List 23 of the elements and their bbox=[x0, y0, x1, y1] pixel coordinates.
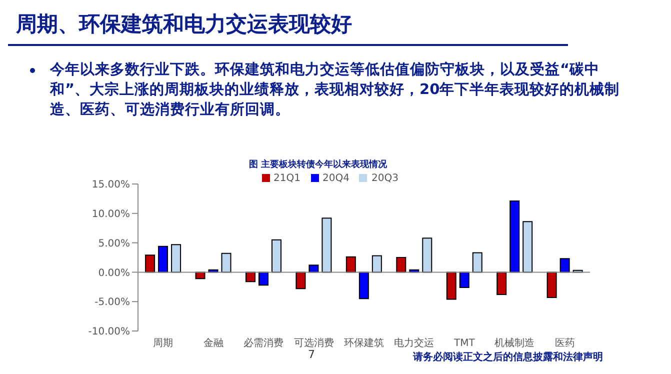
x-tick-label: 环保建筑 bbox=[344, 337, 384, 350]
x-tick-label: TMT bbox=[453, 338, 476, 350]
chart-title: 周期、环保建筑和电力交运表现较好 bbox=[16, 11, 352, 38]
x-tick-label: 金融 bbox=[203, 337, 224, 350]
y-tick-label: 5.00% bbox=[98, 238, 130, 250]
y-tick-label: 0.00% bbox=[98, 268, 130, 279]
y-tick-label: -10.00% bbox=[88, 326, 130, 338]
legend-label: 20Q4 bbox=[322, 173, 350, 184]
x-tick-label: 可选消费 bbox=[294, 337, 334, 350]
y-tick-label: 10.00% bbox=[92, 208, 130, 220]
text: 今年以来多数行业下跌。环保建筑和电力交运等低估值偏防守板块，以及受益“碳中和”、大宗上涨的周期板块的业绩释放，表现相对较好，20年下半年表现较好的机械制造、医药、可选消费行业有所回调。 bbox=[50, 60, 621, 120]
text: 7 bbox=[308, 348, 315, 361]
x-tick-label: 周期 bbox=[153, 337, 174, 350]
x-tick-label: 必需消费 bbox=[244, 337, 284, 350]
x-tick-label: 机械制造 bbox=[494, 337, 535, 350]
y-tick-label: -5.00% bbox=[94, 297, 130, 308]
x-tick-label: 电力交运 bbox=[394, 337, 434, 350]
legend-label: 21Q1 bbox=[274, 173, 301, 184]
y-tick-label: 15.00% bbox=[92, 180, 130, 191]
legend-label: 20Q3 bbox=[371, 173, 398, 184]
text: 请务必阅读正文之后的信息披露和法律声明 bbox=[413, 350, 603, 364]
x-tick-label: 医药 bbox=[554, 337, 575, 350]
chart-subtitle: 图 主要板块转债今年以来表现情况 bbox=[248, 158, 388, 171]
